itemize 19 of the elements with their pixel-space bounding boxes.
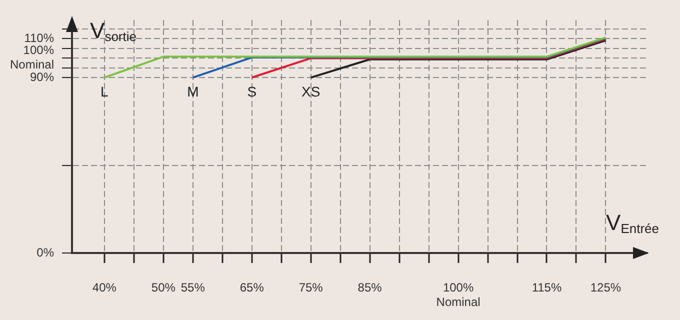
x-tick-label: 40% <box>92 280 117 295</box>
x-tick-label: 55% <box>180 280 206 295</box>
x-axis-title: V$_{Entrée}$ <box>606 210 659 236</box>
y-tick-label: 0% <box>36 245 54 260</box>
x-tick-label: 65% <box>240 280 264 295</box>
x-tick-label: 50% <box>151 280 176 295</box>
y-tick-label: 100% Nominal <box>10 43 54 72</box>
series-label: L <box>100 83 109 100</box>
y-tick-label: 110% <box>24 30 54 45</box>
y-axis-title: V$_{sortie}$ <box>90 18 136 44</box>
series-label: M <box>187 83 199 100</box>
x-tick-label: 125% <box>590 280 622 295</box>
y-tick-label: 90% <box>30 70 54 84</box>
x-tick-label: 100% Nominal <box>436 280 480 309</box>
x-tick-label: 75% <box>298 280 324 295</box>
series-label: XS <box>302 83 320 100</box>
x-tick-label: 85% <box>358 280 382 295</box>
x-tick-label: 115% <box>532 280 562 295</box>
series-label: S <box>247 83 257 100</box>
